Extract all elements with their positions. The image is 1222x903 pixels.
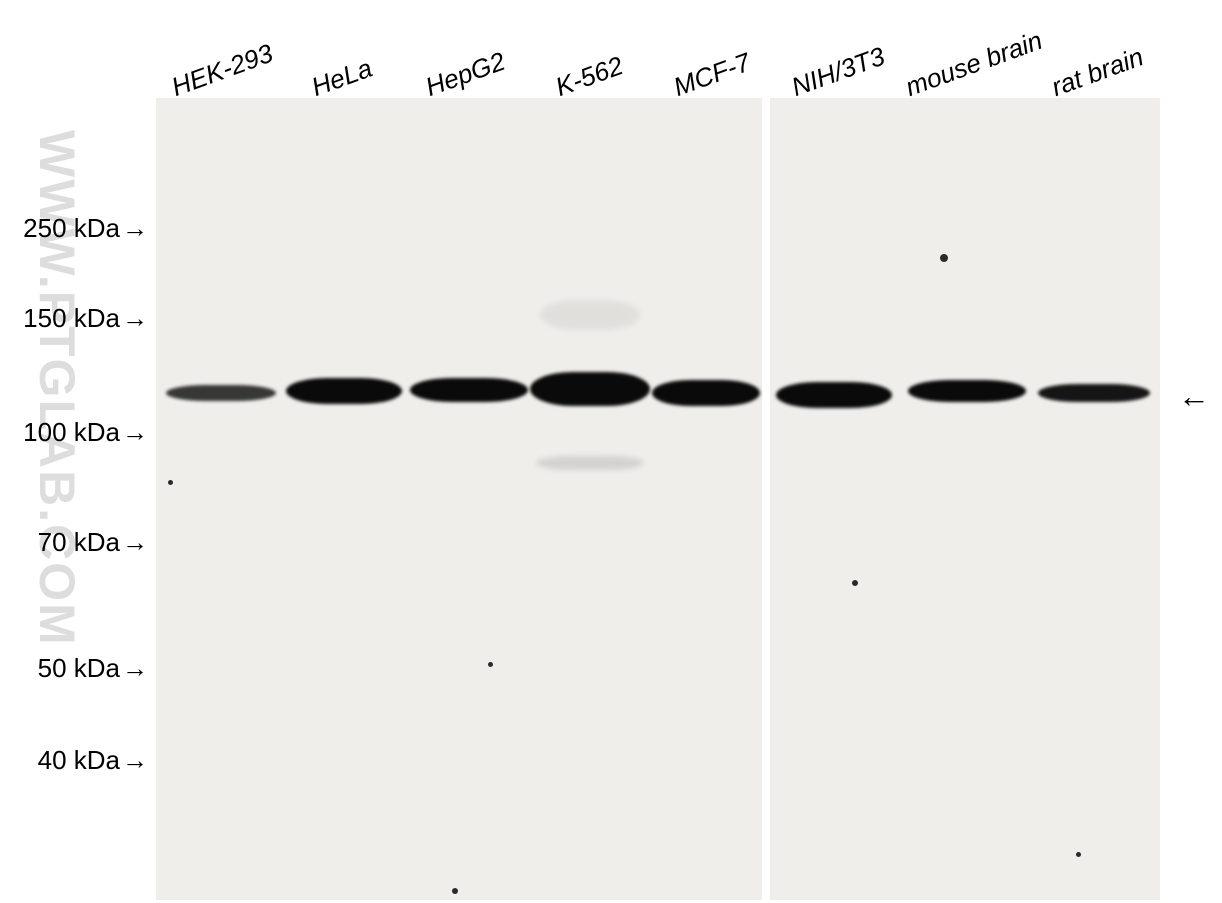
lane-label-k562: K-562 xyxy=(551,50,627,103)
lane-label-mcf7: MCF-7 xyxy=(669,47,754,103)
mw-arrow-icon: → xyxy=(122,417,148,448)
mw-arrow-icon: → xyxy=(122,745,148,776)
mw-text: 150 kDa xyxy=(23,303,120,333)
faint-band-1 xyxy=(540,300,640,330)
mw-label-100: 100 kDa→ xyxy=(23,417,148,448)
mw-text: 250 kDa xyxy=(23,213,120,243)
speck xyxy=(852,580,858,586)
mw-text: 100 kDa xyxy=(23,417,120,447)
lane-label-mousebrain: mouse brain xyxy=(901,25,1046,103)
band-lane-4 xyxy=(652,380,760,406)
mw-label-70: 70 kDa→ xyxy=(38,527,148,558)
membrane-left xyxy=(156,98,762,900)
faint-band-0 xyxy=(536,456,644,470)
mw-arrow-icon: → xyxy=(122,527,148,558)
mw-arrow-icon: → xyxy=(122,213,148,244)
band-lane-6 xyxy=(908,380,1026,402)
speck xyxy=(1076,852,1081,857)
membrane-right xyxy=(770,98,1160,900)
band-lane-3 xyxy=(530,372,650,406)
speck xyxy=(168,480,173,485)
mw-text: 70 kDa xyxy=(38,527,120,557)
speck xyxy=(940,254,948,262)
band-lane-7 xyxy=(1038,384,1150,402)
figure-container: WWW.PTGLAB.COM HEK-293 HeLa HepG2 K-562 … xyxy=(0,0,1222,903)
band-lane-0 xyxy=(166,385,276,401)
lane-label-nih3t3: NIH/3T3 xyxy=(787,41,889,103)
mw-label-40: 40 kDa→ xyxy=(38,745,148,776)
lane-label-ratbrain: rat brain xyxy=(1047,41,1147,103)
mw-arrow-icon: → xyxy=(122,653,148,684)
mw-arrow-icon: → xyxy=(122,303,148,334)
lane-label-hek293: HEK-293 xyxy=(167,38,277,103)
mw-label-150: 150 kDa→ xyxy=(23,303,148,334)
speck xyxy=(452,888,458,894)
target-band-arrow-icon: ← xyxy=(1178,378,1210,415)
band-lane-1 xyxy=(286,378,402,404)
lane-label-hela: HeLa xyxy=(307,53,376,103)
mw-text: 50 kDa xyxy=(38,653,120,683)
watermark-text: WWW.PTGLAB.COM xyxy=(28,130,86,647)
band-lane-2 xyxy=(410,378,528,402)
mw-label-50: 50 kDa→ xyxy=(38,653,148,684)
speck xyxy=(488,662,493,667)
mw-text: 40 kDa xyxy=(38,745,120,775)
band-lane-5 xyxy=(776,382,892,408)
lane-label-hepg2: HepG2 xyxy=(421,46,509,103)
mw-label-250: 250 kDa→ xyxy=(23,213,148,244)
